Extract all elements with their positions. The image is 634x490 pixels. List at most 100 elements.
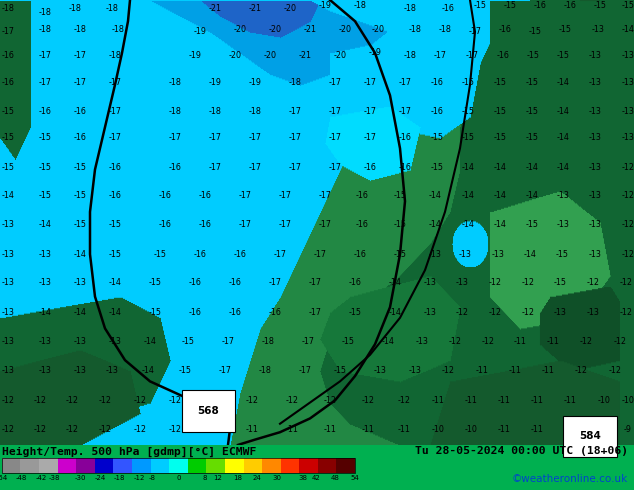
Text: -13: -13: [588, 220, 602, 229]
Text: -15: -15: [474, 1, 486, 10]
Text: -12: -12: [621, 192, 634, 200]
Text: -17: -17: [278, 192, 292, 200]
Text: -17: -17: [288, 163, 302, 172]
Bar: [243, 459, 262, 473]
Text: -12: -12: [134, 475, 145, 481]
Text: -12: -12: [1, 424, 15, 434]
Text: -15: -15: [181, 337, 195, 345]
Text: -12: -12: [619, 278, 633, 287]
Text: -16: -16: [108, 163, 122, 172]
Text: -14: -14: [74, 250, 86, 259]
Text: -14: -14: [382, 337, 394, 345]
Text: -14: -14: [1, 192, 15, 200]
Text: -15: -15: [108, 220, 122, 229]
Text: -15: -15: [39, 163, 51, 172]
Text: -11: -11: [541, 366, 555, 375]
Text: -15: -15: [394, 220, 406, 229]
Text: -17: -17: [399, 78, 411, 87]
Text: -18: -18: [114, 475, 126, 481]
Text: -11: -11: [398, 424, 410, 434]
Text: -10: -10: [621, 396, 634, 405]
Text: -19: -19: [188, 50, 202, 60]
Text: -11: -11: [361, 424, 375, 434]
Text: -16: -16: [363, 163, 377, 172]
Text: -11: -11: [508, 366, 521, 375]
Bar: [281, 459, 299, 473]
Text: -11: -11: [285, 424, 299, 434]
Text: -15: -15: [555, 250, 569, 259]
Text: -16: -16: [158, 192, 171, 200]
Text: -12: -12: [489, 278, 501, 287]
Text: -17: -17: [209, 133, 221, 142]
Text: -13: -13: [458, 250, 472, 259]
Bar: [76, 459, 95, 473]
Text: -13: -13: [621, 78, 634, 87]
Text: -13: -13: [1, 220, 15, 229]
Text: -15: -15: [526, 107, 538, 116]
Text: -16: -16: [74, 107, 86, 116]
Text: -15: -15: [553, 278, 567, 287]
Text: -15: -15: [39, 192, 51, 200]
Text: -13: -13: [39, 337, 51, 345]
Text: -13: -13: [74, 337, 86, 345]
Text: -42: -42: [36, 475, 47, 481]
Text: -18: -18: [259, 366, 271, 375]
Text: -12: -12: [323, 396, 337, 405]
Text: -13: -13: [108, 337, 122, 345]
Text: -18: -18: [354, 1, 366, 10]
Text: -16: -16: [399, 163, 411, 172]
Text: -12: -12: [398, 396, 410, 405]
Text: -14: -14: [39, 308, 51, 317]
Text: -14: -14: [389, 308, 401, 317]
Text: -13: -13: [553, 308, 566, 317]
Text: -13: -13: [491, 250, 505, 259]
Text: -13: -13: [557, 192, 569, 200]
Text: -16: -16: [430, 78, 443, 87]
Text: -17: -17: [1, 27, 15, 36]
Text: 48: 48: [331, 475, 340, 481]
Text: 568: 568: [197, 406, 219, 416]
Text: -12: -12: [134, 396, 146, 405]
Text: -21: -21: [299, 50, 311, 60]
Text: -15: -15: [621, 1, 634, 10]
Text: -14: -14: [462, 220, 474, 229]
Text: -54: -54: [0, 475, 8, 481]
Text: -17: -17: [313, 250, 327, 259]
Text: -17: -17: [74, 50, 86, 60]
Text: -18: -18: [108, 50, 122, 60]
Text: -16: -16: [158, 220, 171, 229]
Text: -13: -13: [586, 308, 599, 317]
Text: -17: -17: [273, 250, 287, 259]
Text: -24: -24: [94, 475, 106, 481]
Text: -11: -11: [531, 424, 543, 434]
Text: -18: -18: [249, 107, 261, 116]
Text: -14: -14: [429, 192, 441, 200]
Text: -17: -17: [219, 366, 231, 375]
Text: -17: -17: [328, 163, 342, 172]
Text: -16: -16: [356, 192, 368, 200]
Text: -14: -14: [141, 366, 155, 375]
Text: -13: -13: [588, 192, 602, 200]
Text: -13: -13: [1, 366, 15, 375]
Text: -14: -14: [39, 220, 51, 229]
Text: -17: -17: [363, 107, 377, 116]
Bar: [299, 459, 318, 473]
Text: -48: -48: [16, 475, 27, 481]
Text: -17: -17: [278, 220, 292, 229]
Text: -19: -19: [209, 78, 221, 87]
Text: -16: -16: [1, 78, 15, 87]
Text: -13: -13: [557, 220, 569, 229]
Text: -15: -15: [74, 163, 86, 172]
Text: 42: 42: [311, 475, 320, 481]
Text: -11: -11: [564, 424, 576, 434]
Text: -15: -15: [1, 163, 15, 172]
Text: -18: -18: [1, 4, 15, 13]
Text: -15: -15: [493, 78, 507, 87]
Text: -9: -9: [624, 424, 632, 434]
Text: -13: -13: [373, 366, 387, 375]
Text: -16: -16: [399, 133, 411, 142]
Text: -17: -17: [108, 107, 122, 116]
Text: -16: -16: [108, 192, 122, 200]
Text: -12: -12: [285, 396, 299, 405]
Text: 54: 54: [351, 475, 359, 481]
